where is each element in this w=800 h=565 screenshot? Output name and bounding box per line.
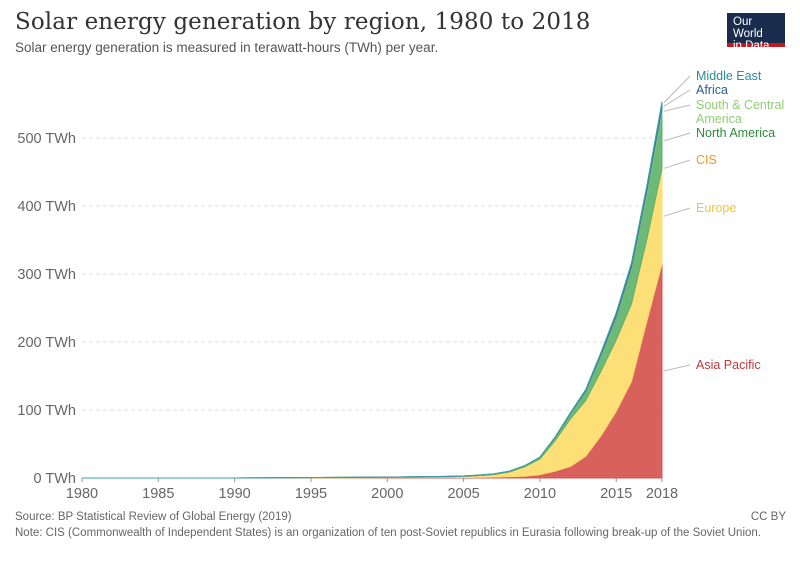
series-label: Asia Pacific	[696, 358, 761, 372]
x-tick-label: 1995	[295, 486, 327, 502]
x-tick-label: 2015	[600, 486, 632, 502]
series-label: CIS	[696, 153, 717, 167]
series-label: Middle East	[696, 69, 762, 83]
stacked-area-chart: 0 TWh 100 TWh 200 TWh 300 TWh 400 TWh 500 TWh…	[17, 69, 784, 502]
logo-line-2: in Data	[733, 40, 770, 52]
x-tick-label: 2005	[447, 486, 479, 502]
y-tick-label: 200 TWh	[17, 335, 76, 351]
label-connector	[663, 89, 691, 107]
note-text: Note: CIS (Commonwealth of Independent S…	[15, 527, 761, 539]
area-europe	[82, 168, 663, 479]
y-tick-label: 300 TWh	[17, 267, 76, 283]
y-tick-label: 500 TWh	[17, 131, 76, 147]
series-label: America	[696, 112, 742, 126]
label-connector	[663, 207, 691, 217]
label-connector	[663, 159, 691, 169]
x-tick-label: 2000	[371, 486, 403, 502]
y-tick-label: 400 TWh	[17, 199, 76, 215]
y-tick-label: 0 TWh	[34, 471, 76, 487]
owid-logo[interactable]: Our World in Data	[727, 13, 785, 52]
x-tick-label: 2018	[646, 486, 678, 502]
y-tick-label: 100 TWh	[17, 403, 76, 419]
chart-subtitle: Solar energy generation is measured in t…	[15, 40, 439, 55]
source-text: Source: BP Statistical Review of Global …	[15, 511, 292, 523]
series-label: South & Central	[696, 98, 784, 112]
label-connector	[663, 132, 691, 142]
series-label: Africa	[696, 83, 728, 97]
x-tick-label: 2010	[524, 486, 556, 502]
label-connector	[663, 364, 691, 372]
x-tick-label: 1985	[142, 486, 174, 502]
license-link[interactable]: CC BY	[750, 511, 786, 523]
x-tick-label: 1980	[66, 486, 98, 502]
label-connector	[663, 104, 691, 112]
chart-title: Solar energy generation by region, 1980 …	[15, 9, 591, 35]
label-connector	[663, 75, 691, 103]
series-label: Europe	[696, 201, 736, 215]
series-label: North America	[696, 126, 775, 140]
logo-line-1: Our World	[733, 16, 763, 40]
area-middle-east	[82, 101, 663, 479]
x-tick-label: 1990	[218, 486, 250, 502]
